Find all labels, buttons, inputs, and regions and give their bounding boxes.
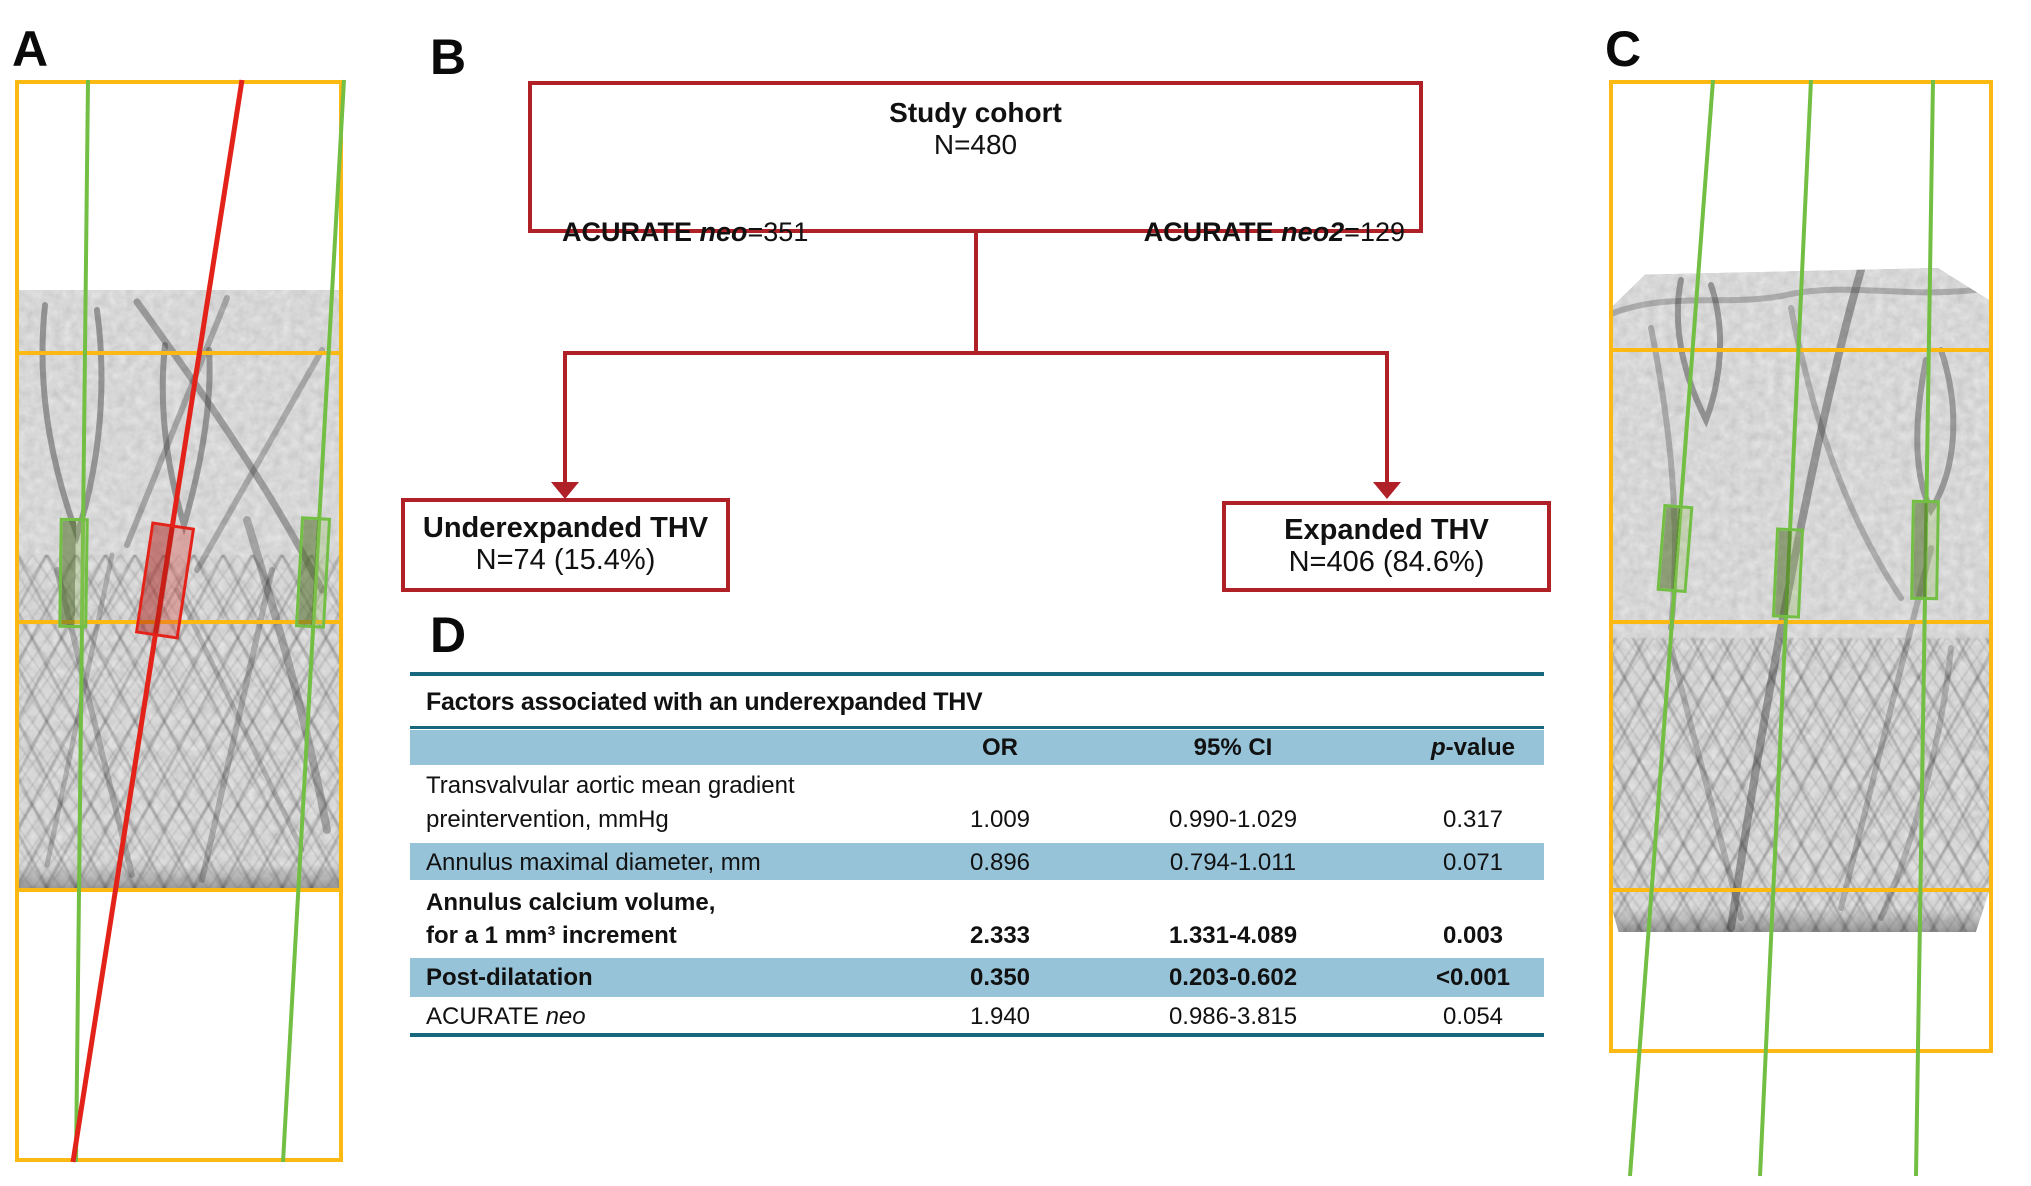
row-ci: 0.986-3.815 [1168,1003,1298,1030]
row-pvalue: 0.071 [1442,849,1504,876]
table-top-rule [410,672,1544,676]
row-label: Transvalvular aortic mean gradient [426,772,795,799]
table-caption-rule [410,726,1544,729]
row-or: 1.009 [969,806,1031,833]
green-post-marker [1771,527,1805,619]
row-ci: 1.331-4.089 [1168,922,1298,949]
column-header-or: OR [982,734,1018,761]
expanded-thv-title: Expanded THV [1284,514,1489,546]
arrowhead-left [551,482,579,499]
factors-table: Factors associated with an underexpanded… [410,660,1544,1050]
panel-c-label: C [1605,21,1641,77]
table-bottom-rule [410,1033,1544,1037]
green-post-marker [294,516,332,629]
expanded-thv-n: N=406 (84.6%) [1288,546,1485,578]
study-cohort-title: Study cohort [889,97,1062,128]
row-ci: 0.990-1.029 [1168,806,1298,833]
device-acurate-neo: ACURATE neo=351 [562,217,809,247]
column-header-pvalue: p-value [1430,734,1516,761]
row-pvalue: <0.001 [1435,964,1511,991]
device-acurate-neo2: ACURATE neo2=129 [1143,217,1405,247]
row-pvalue: 0.317 [1442,806,1504,833]
table-row-band [410,843,1544,880]
study-cohort-box: Study cohort N=480 ACURATE neo=351 ACURA… [528,81,1423,247]
row-pvalue: 0.054 [1442,1003,1504,1030]
study-cohort-n: N=480 [933,129,1018,160]
table-caption: Factors associated with an underexpanded… [426,688,983,716]
row-label: Annulus calcium volume, [426,889,716,916]
row-label-line2: for a 1 mm³ increment [426,922,677,949]
expanded-thv-box: Expanded THV N=406 (84.6%) [1222,501,1551,592]
column-header-ci: 95% CI [1193,734,1273,761]
green-post-marker [58,517,89,629]
row-or: 2.333 [969,922,1031,949]
row-pvalue: 0.003 [1442,922,1504,949]
row-label-line2: preintervention, mmHg [426,806,669,833]
panel-b-label: B [430,29,466,85]
green-post-marker [1910,499,1940,601]
table-row-band [410,958,1544,997]
underexpanded-thv-n: N=74 (15.4%) [475,544,656,576]
underexpanded-thv-box: Underexpanded THV N=74 (15.4%) [401,498,730,592]
row-or: 1.940 [969,1003,1031,1030]
row-or: 0.896 [969,849,1031,876]
row-label: ACURATE neo [426,1003,586,1030]
flowchart-connector [563,233,1389,483]
panel-d-label: D [430,607,466,663]
row-ci: 0.794-1.011 [1169,849,1297,876]
row-or: 0.350 [969,964,1031,991]
row-ci: 0.203-0.602 [1168,964,1298,991]
table-header-band [410,730,1544,765]
row-label: Post-dilatation [426,964,593,991]
arrowhead-right [1373,482,1401,499]
row-label: Annulus maximal diameter, mm [426,849,761,876]
panel-a-label: A [12,21,48,77]
underexpanded-thv-title: Underexpanded THV [422,512,709,544]
